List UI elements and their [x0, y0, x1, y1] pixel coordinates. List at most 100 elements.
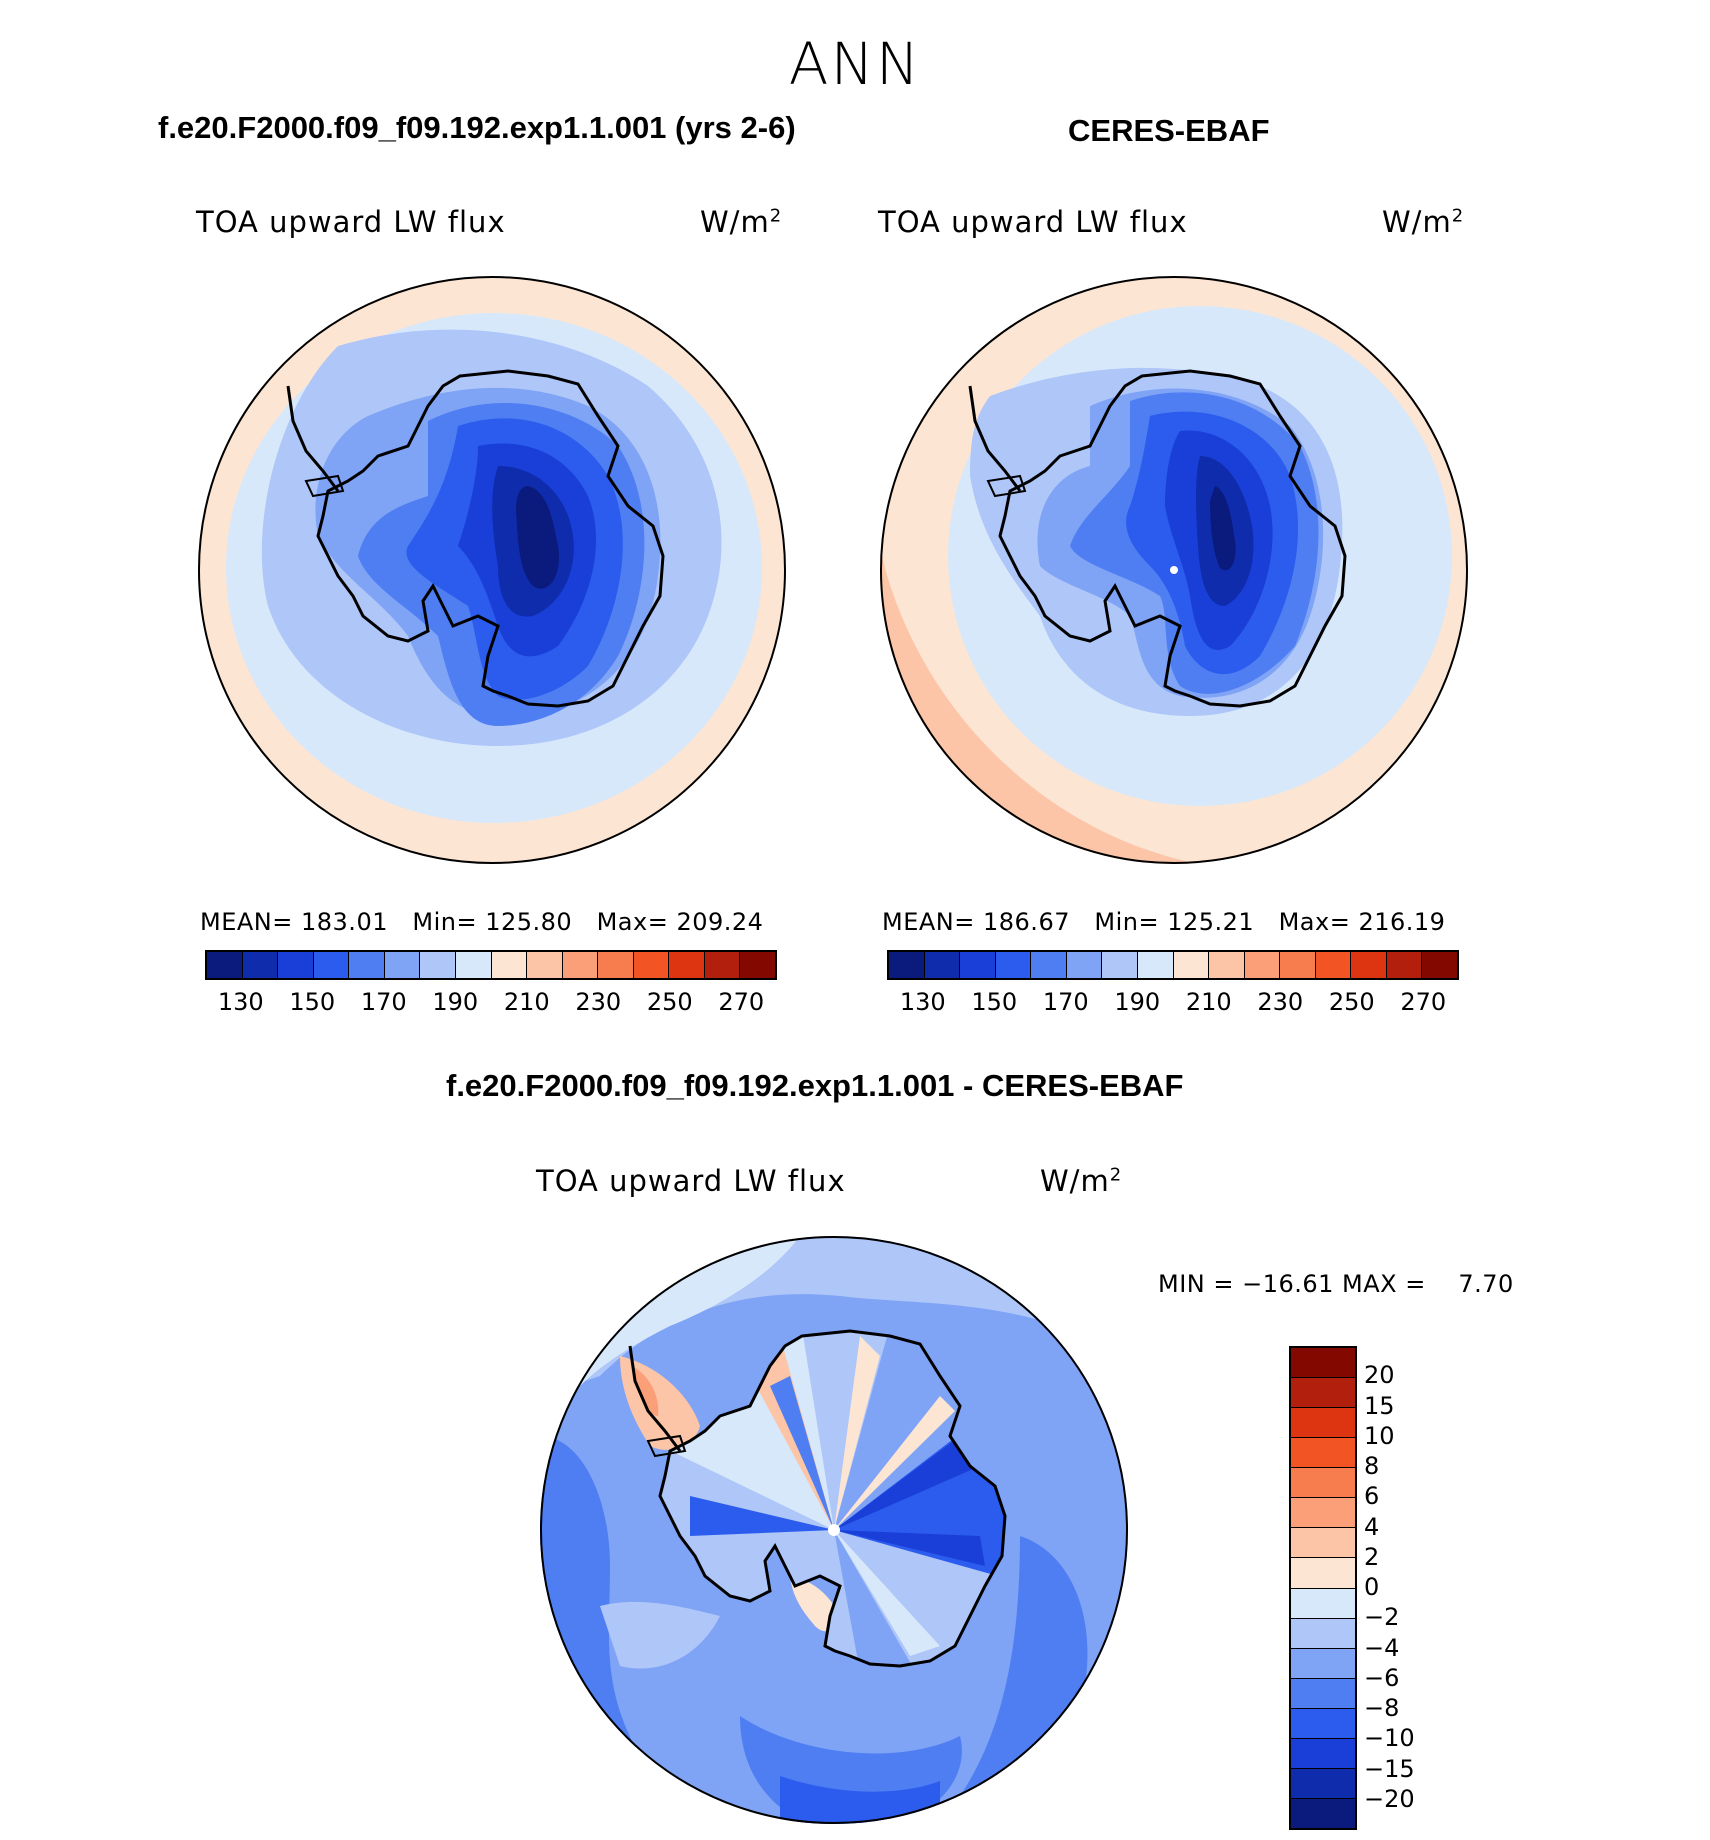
colorbar-swatch [704, 952, 741, 978]
colorbar-tick-label: 250 [1328, 988, 1375, 1016]
polar-map-obs [880, 276, 1468, 864]
colorbar-swatch [1386, 952, 1423, 978]
stats-model: MEAN= 183.01 Min= 125.80 Max= 209.24 [200, 908, 763, 936]
colorbar-swatch [1422, 952, 1457, 978]
colorbar-tick-label: 170 [1042, 988, 1089, 1016]
colorbar-swatch [1291, 1618, 1355, 1649]
colorbar-tick-label: 190 [1114, 988, 1161, 1016]
colorbar-tick-label: 2 [1364, 1542, 1380, 1571]
colorbar-swatch [1291, 1378, 1355, 1409]
colorbar-tick-label: −20 [1364, 1784, 1415, 1813]
colorbar-tick-label: 15 [1364, 1391, 1395, 1420]
colorbar-tick-label: 270 [718, 988, 765, 1016]
colorbar-swatch [1291, 1588, 1355, 1619]
colorbar-tick-label: 190 [432, 988, 479, 1016]
colorbar-swatch [242, 952, 279, 978]
variable-label-diff: TOA upward LW flux [536, 1164, 846, 1198]
colorbar-swatch [278, 952, 314, 978]
colorbar-swatch [1291, 1468, 1355, 1499]
colorbar-swatch [1209, 952, 1245, 978]
variable-label-model: TOA upward LW flux [196, 205, 506, 239]
colorbar-swatch [1102, 952, 1138, 978]
colorbar-swatch [1244, 952, 1281, 978]
colorbar-ticks-difference: 20 15 10 8 6 4 2 0 −2 −4 −6 −8 −10 −15 −20 [1364, 1346, 1444, 1830]
colorbar-tick-label: −10 [1364, 1724, 1415, 1753]
colorbar-tick-label: 230 [575, 988, 622, 1016]
colorbar-tick-label: 20 [1364, 1361, 1395, 1390]
colorbar-swatch [491, 952, 528, 978]
mean-value: 183.01 [301, 908, 388, 936]
colorbar-swatch [1291, 1768, 1355, 1799]
colorbar-swatch [349, 952, 385, 978]
colorbar-tick-label: −2 [1364, 1603, 1400, 1632]
colorbar-swatch [313, 952, 350, 978]
max-label: Max= [596, 908, 669, 936]
units-label-obs: W/m2 [1382, 205, 1465, 239]
colorbar-swatch [207, 952, 243, 978]
colorbar-ticks-model: 130 150 170 190 210 230 250 270 [205, 988, 777, 1018]
colorbar-swatch [1280, 952, 1316, 978]
colorbar-swatch [633, 952, 670, 978]
colorbar-tick-label: 0 [1364, 1573, 1380, 1601]
units-label-diff: W/m2 [1040, 1164, 1123, 1198]
stats-obs: MEAN= 186.67 Min= 125.21 Max= 216.19 [882, 908, 1445, 936]
polar-map-model [198, 276, 786, 864]
colorbar-swatch [1291, 1408, 1355, 1439]
colorbar-swatch [527, 952, 563, 978]
colorbar-swatch [420, 952, 456, 978]
colorbar-swatch [1291, 1678, 1355, 1709]
colorbar-swatch [1291, 1798, 1355, 1828]
colorbar-tick-label: 210 [1185, 988, 1232, 1016]
colorbar-swatch [1291, 1738, 1355, 1769]
colorbar-swatch [1173, 952, 1210, 978]
max-value: 209.24 [676, 908, 764, 936]
colorbar-swatch [1291, 1708, 1355, 1739]
colorbar-tick-label: 150 [289, 988, 336, 1016]
colorbar-tick-label: 10 [1364, 1421, 1395, 1450]
colorbar-tick-label: −15 [1364, 1754, 1415, 1783]
colorbar-tick-label: 6 [1364, 1482, 1380, 1511]
min-value: 125.21 [1167, 908, 1255, 936]
colorbar-ticks-obs: 130 150 170 190 210 230 250 270 [887, 988, 1459, 1018]
colorbar-tick-label: 150 [971, 988, 1018, 1016]
season-title: ANN [788, 30, 922, 98]
colorbar-swatch [960, 952, 996, 978]
colorbar-swatch [384, 952, 421, 978]
max-value: 216.19 [1358, 908, 1446, 936]
panel-title-obs: CERES-EBAF [1068, 113, 1270, 148]
colorbar-swatch [1291, 1558, 1355, 1589]
colorbar-tick-label: −4 [1364, 1633, 1400, 1662]
colorbar-swatch [924, 952, 961, 978]
colorbar-tick-label: −6 [1364, 1663, 1400, 1692]
max-label: Max= [1278, 908, 1351, 936]
colorbar-swatch [1031, 952, 1067, 978]
colorbar-swatch [1137, 952, 1174, 978]
colorbar-tick-label: 130 [899, 988, 946, 1016]
colorbar-swatch [740, 952, 775, 978]
colorbar-swatch [1066, 952, 1103, 978]
colorbar-tick-label: 230 [1257, 988, 1304, 1016]
colorbar-tick-label: 270 [1400, 988, 1447, 1016]
colorbar-tick-label: 170 [360, 988, 407, 1016]
colorbar-tick-label: −8 [1364, 1694, 1400, 1722]
diff-minmax: MIN = −16.61 MAX = 7.70 [1158, 1270, 1514, 1298]
diff-panel-title: f.e20.F2000.f09_f09.192.exp1.1.001 - CER… [446, 1068, 1184, 1103]
colorbar-model [205, 950, 777, 980]
colorbar-obs [887, 950, 1459, 980]
colorbar-tick-label: 130 [217, 988, 264, 1016]
colorbar-swatch [1291, 1528, 1355, 1559]
colorbar-swatch [669, 952, 705, 978]
colorbar-swatch [1291, 1438, 1355, 1469]
min-label: Min= [1094, 908, 1160, 936]
colorbar-tick-label: 250 [646, 988, 693, 1016]
colorbar-swatch [562, 952, 599, 978]
colorbar-swatch [889, 952, 925, 978]
colorbar-swatch [455, 952, 492, 978]
colorbar-swatch [995, 952, 1032, 978]
colorbar-swatch [1291, 1348, 1355, 1379]
colorbar-tick-label: 8 [1364, 1452, 1380, 1480]
colorbar-swatch [1291, 1648, 1355, 1679]
colorbar-tick-label: 210 [503, 988, 550, 1016]
units-label-model: W/m2 [700, 205, 783, 239]
variable-label-obs: TOA upward LW flux [878, 205, 1188, 239]
